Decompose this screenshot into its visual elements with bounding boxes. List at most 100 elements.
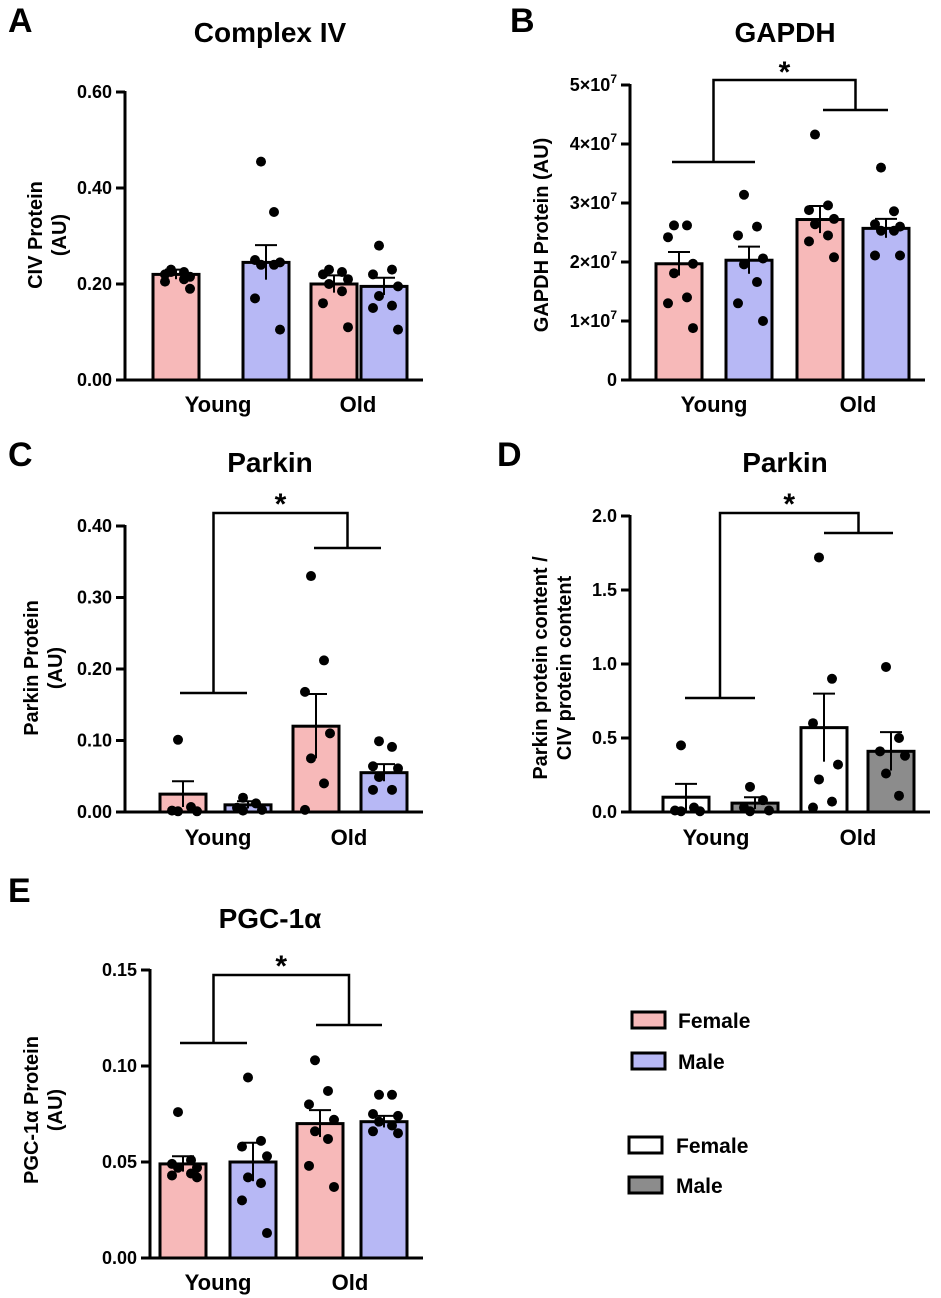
data-point	[167, 1170, 177, 1181]
data-point	[300, 686, 310, 697]
y-tick-label: 1.5	[592, 580, 617, 600]
panel-a: A Complex IV CIV Protein (AU) 0.00 0.20 0.…	[8, 2, 423, 417]
panel-a-ylabel-line1: CIV Protein	[25, 181, 47, 289]
data-point	[318, 298, 328, 309]
data-point	[269, 259, 279, 270]
data-point	[688, 323, 698, 334]
significance-star: *	[275, 950, 287, 983]
data-point	[745, 806, 755, 817]
y-tick-label: 0.00	[77, 370, 112, 390]
data-point	[179, 274, 189, 285]
data-point	[304, 1099, 314, 1110]
y-tick-label: 4×107	[570, 131, 618, 154]
data-point	[304, 1160, 314, 1171]
data-point	[257, 804, 267, 815]
panel-c: C Parkin Parkin Protein (AU) 0.00 0.10 0.2…	[8, 436, 423, 850]
panel-c-ylabel-line1: Parkin Protein	[21, 600, 43, 736]
data-point	[238, 805, 248, 816]
data-point	[688, 258, 698, 269]
data-point	[173, 1162, 183, 1173]
panel-letter-a: A	[8, 2, 33, 40]
y-tick-label: 0.15	[102, 960, 137, 980]
data-point	[173, 1107, 183, 1118]
bar	[359, 1120, 409, 1260]
x-category-label: Young	[683, 825, 750, 850]
data-point	[256, 1135, 266, 1146]
data-point	[663, 232, 673, 243]
data-point	[695, 806, 705, 817]
data-point	[881, 768, 891, 779]
y-tick-label: 3×107	[570, 190, 618, 213]
bracket-main	[212, 511, 349, 693]
data-point	[186, 1155, 196, 1166]
panel-d: D Parkin Parkin protein content / CIV pr…	[497, 436, 930, 850]
panel-letter-b: B	[510, 2, 535, 40]
y-tick-label: 0.30	[77, 588, 112, 608]
panel-d-ylabel-line1: Parkin protein content /	[530, 556, 552, 780]
data-point	[374, 736, 384, 747]
data-point	[256, 156, 266, 167]
data-point	[310, 1126, 320, 1137]
data-point	[393, 1128, 403, 1139]
data-point	[318, 269, 328, 280]
data-point	[745, 781, 755, 792]
panel-d-title: Parkin	[742, 447, 828, 478]
data-point	[876, 225, 886, 236]
data-point	[192, 806, 202, 817]
data-point	[243, 1172, 253, 1183]
data-point	[160, 276, 170, 287]
legend-swatch-female	[630, 1010, 667, 1030]
data-point	[238, 792, 248, 803]
panel-e-ylabel-line2: (AU)	[45, 1089, 67, 1131]
legend-label-female: Female	[678, 1010, 750, 1033]
data-point	[374, 1089, 384, 1100]
x-category-label: Young	[185, 1270, 252, 1295]
data-point	[325, 728, 335, 739]
data-point	[337, 286, 347, 297]
data-point	[256, 1178, 266, 1189]
y-tick-label: 5×107	[570, 72, 618, 95]
x-category-label: Old	[840, 825, 877, 850]
y-tick-label: 0.10	[77, 731, 112, 751]
data-point	[875, 746, 885, 757]
y-tick-label: 1.0	[592, 654, 617, 674]
y-tick-label: 0.00	[77, 802, 112, 822]
significance-star: *	[783, 488, 795, 521]
panel-b: B GAPDH GAPDH Protein (AU) 0 1×107 2×107 3×…	[510, 2, 925, 417]
x-category-label: Old	[340, 392, 377, 417]
y-tick-label: 0.60	[77, 82, 112, 102]
data-point	[237, 1195, 247, 1206]
legend-label-male: Male	[678, 1051, 725, 1074]
y-tick-label: 1×107	[570, 308, 618, 331]
data-point	[733, 230, 743, 241]
data-point	[343, 322, 353, 333]
data-point	[393, 763, 403, 774]
data-point	[752, 221, 762, 232]
data-point	[368, 1126, 378, 1137]
data-point	[881, 661, 891, 672]
data-point	[329, 1181, 339, 1192]
panel-letter-d: D	[497, 436, 522, 474]
data-point	[900, 750, 910, 761]
data-point	[329, 1114, 339, 1125]
data-point	[827, 796, 837, 807]
x-category-label: Young	[185, 825, 252, 850]
data-point	[894, 733, 904, 743]
data-point	[387, 741, 397, 752]
bracket-main	[718, 511, 860, 698]
data-point	[173, 734, 183, 745]
data-point	[823, 230, 833, 241]
data-point	[804, 236, 814, 247]
data-point	[876, 162, 886, 173]
data-point	[823, 200, 833, 211]
y-tick-label: 2.0	[592, 506, 617, 526]
panel-letter-e: E	[8, 872, 31, 910]
data-point	[808, 802, 818, 813]
legend-swatch-male-alt	[627, 1175, 664, 1195]
panel-e-title: PGC-1α	[219, 903, 322, 934]
data-point	[251, 798, 261, 809]
data-point	[387, 1089, 397, 1100]
data-point	[166, 267, 176, 277]
x-category-label: Old	[840, 392, 877, 417]
